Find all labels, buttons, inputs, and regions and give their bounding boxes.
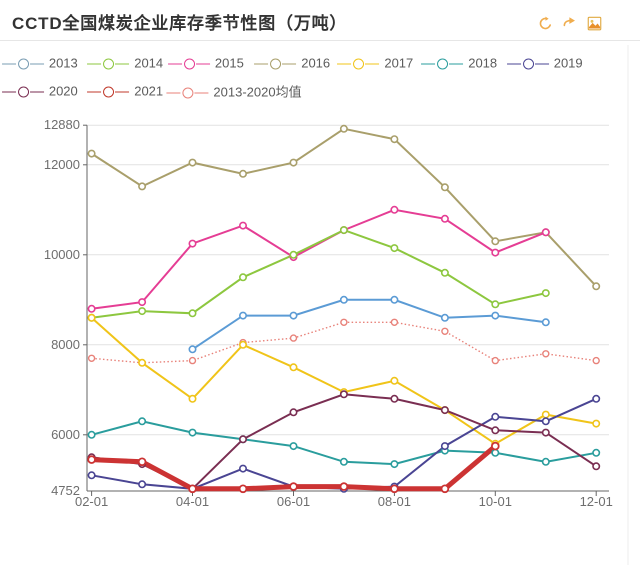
svg-text:10-01: 10-01 xyxy=(479,494,512,509)
svg-text:08-01: 08-01 xyxy=(378,494,411,509)
svg-text:12880: 12880 xyxy=(44,117,80,132)
svg-text:04-01: 04-01 xyxy=(176,494,209,509)
svg-text:6000: 6000 xyxy=(51,427,80,442)
svg-text:12000: 12000 xyxy=(44,157,80,172)
svg-text:8000: 8000 xyxy=(51,337,80,352)
svg-text:02-01: 02-01 xyxy=(75,494,108,509)
svg-text:06-01: 06-01 xyxy=(277,494,310,509)
svg-text:12-01: 12-01 xyxy=(580,494,613,509)
svg-text:10000: 10000 xyxy=(44,247,80,262)
